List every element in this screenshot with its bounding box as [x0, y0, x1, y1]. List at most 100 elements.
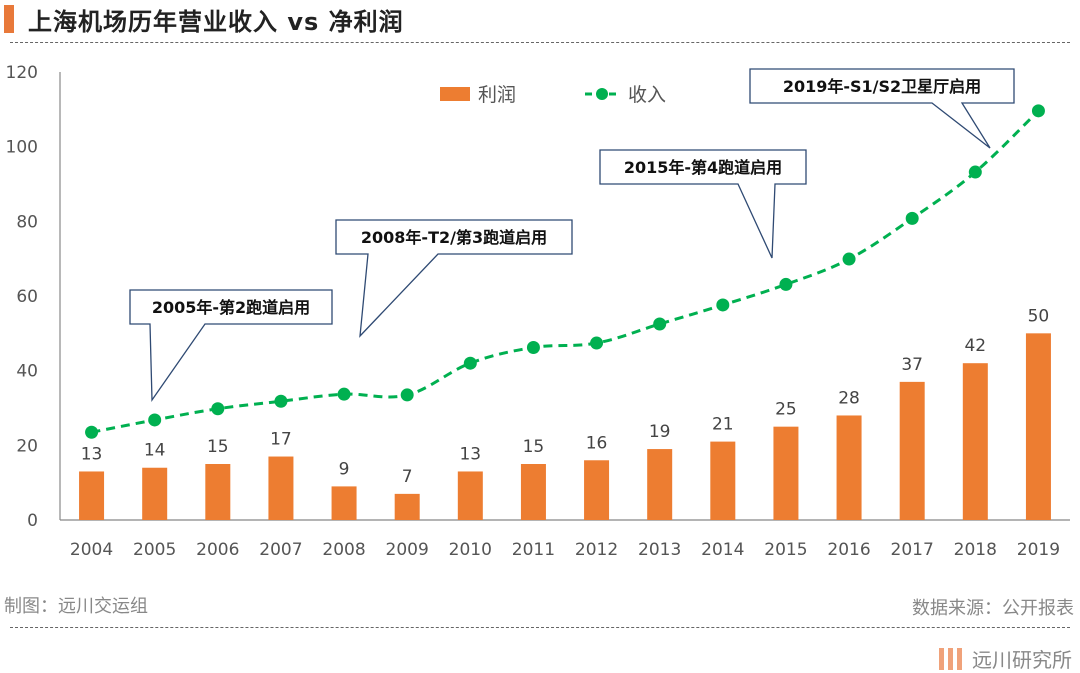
- profit-bar: [79, 471, 105, 520]
- revenue-point: [968, 165, 982, 179]
- brand: 远川研究所: [939, 644, 1072, 673]
- profit-data-label: 13: [81, 444, 103, 464]
- annotation-callouts: 2005年-第2跑道启用 2008年-T2/第3跑道启用 2015年-第4跑道启用 2…: [129, 68, 1015, 402]
- revenue-point: [526, 341, 540, 355]
- profit-data-label: 16: [586, 433, 608, 453]
- annotation-callout-text: 2019年-S1/S2卫星厅启用: [783, 77, 981, 96]
- profit-data-label: 9: [339, 459, 350, 479]
- profit-bar: [205, 464, 231, 520]
- profit-bar: [142, 467, 168, 520]
- page-title: 上海机场历年营业收入 vs 净利润: [28, 7, 404, 36]
- x-tick-label: 2007: [259, 540, 302, 560]
- revenue-point: [85, 425, 99, 439]
- revenue-point: [463, 356, 477, 370]
- legend-profit-swatch: [440, 87, 470, 101]
- x-tick-label: 2009: [386, 540, 429, 560]
- x-tick-label: 2013: [638, 540, 681, 560]
- x-tick-label: 2005: [133, 540, 176, 560]
- revenue-point: [1031, 104, 1045, 118]
- top-divider: [10, 42, 1070, 43]
- annotation-callout-box: [129, 289, 333, 402]
- revenue-point: [274, 394, 288, 408]
- x-tick-label: 2010: [449, 540, 492, 560]
- y-tick-label: 20: [16, 436, 38, 456]
- profit-bars: [79, 333, 1051, 520]
- profit-data-label: 15: [207, 437, 229, 457]
- brand-name: 远川研究所: [972, 648, 1072, 672]
- revenue-point: [716, 298, 730, 312]
- annotation-callout-box: [599, 149, 807, 259]
- profit-data-label: 14: [144, 441, 166, 461]
- profit-data-label: 25: [775, 400, 797, 420]
- x-tick-label: 2006: [196, 540, 239, 560]
- profit-bar: [1025, 333, 1051, 520]
- x-tick-label: 2018: [954, 540, 997, 560]
- revenue-line: [85, 104, 1045, 439]
- x-tick-label: 2015: [764, 540, 807, 560]
- revenue-point: [905, 211, 919, 225]
- x-tick-label: 2019: [1017, 540, 1060, 560]
- bottom-divider: [10, 627, 1070, 628]
- profit-data-label: 28: [838, 388, 860, 408]
- x-tick-labels: 2004 2005 2006 2007 2008 2009 2010 2011 2012 2013…: [70, 540, 1060, 560]
- profit-data-label: 37: [901, 355, 923, 375]
- revenue-point: [400, 388, 414, 402]
- profit-bar: [268, 456, 294, 520]
- x-tick-label: 2012: [575, 540, 618, 560]
- y-tick-label: 120: [6, 63, 38, 83]
- profit-bar: [647, 449, 673, 520]
- revenue-point: [590, 336, 604, 350]
- y-tick-label: 40: [16, 362, 38, 382]
- profit-data-label: 15: [523, 437, 545, 457]
- made-by-note: 制图：远川交运组: [4, 596, 148, 617]
- title-accent-bar: [4, 5, 14, 33]
- legend-revenue-label: 收入: [628, 84, 666, 106]
- profit-data-label: 21: [712, 415, 734, 435]
- profit-bar: [331, 486, 357, 520]
- profit-bar: [836, 415, 862, 520]
- profit-bar: [899, 381, 925, 520]
- y-tick-label: 100: [6, 138, 38, 158]
- y-tick-label: 0: [27, 511, 38, 531]
- revenue-line-path: [91, 109, 1040, 434]
- chart-legend: 利润 收入: [440, 84, 666, 106]
- annotation-callout-text: 2015年-第4跑道启用: [624, 158, 782, 177]
- profit-bar: [773, 426, 799, 520]
- profit-bar: [394, 493, 420, 520]
- profit-bar: [457, 471, 483, 520]
- profit-bar: [520, 464, 546, 520]
- revenue-point: [148, 413, 162, 427]
- revenue-point: [337, 387, 351, 401]
- brand-logo-icon: [939, 647, 962, 670]
- profit-data-label: 19: [649, 422, 671, 442]
- x-tick-label: 2011: [512, 540, 555, 560]
- profit-bar: [584, 460, 610, 520]
- profit-data-labels: 13 14 15 17 9 7 13 15 16 19 21 25 28 37 42 50: [81, 306, 1050, 487]
- profit-data-label: 50: [1028, 306, 1050, 326]
- revenue-point: [653, 317, 667, 331]
- x-tick-label: 2004: [70, 540, 113, 560]
- x-tick-label: 2017: [891, 540, 934, 560]
- legend-revenue-marker: [596, 88, 608, 100]
- legend-profit-label: 利润: [478, 84, 516, 106]
- profit-data-label: 13: [459, 444, 481, 464]
- profit-data-label: 17: [270, 430, 292, 450]
- y-tick-label: 60: [16, 287, 38, 307]
- revenue-point: [842, 252, 856, 266]
- revenue-point: [211, 402, 225, 416]
- annotation-callout-box: [749, 68, 1015, 149]
- profit-bar: [710, 441, 736, 520]
- y-tick-labels: 0 20 40 60 80 100 120: [6, 63, 38, 531]
- revenue-point: [779, 277, 793, 291]
- annotation-callout-box: [335, 219, 573, 338]
- data-source-note: 数据来源：公开报表: [912, 598, 1074, 619]
- annotation-callout-text: 2005年-第2跑道启用: [152, 298, 310, 317]
- x-tick-label: 2014: [701, 540, 744, 560]
- profit-data-label: 7: [402, 467, 413, 487]
- profit-bar: [962, 363, 988, 520]
- y-tick-label: 80: [16, 212, 38, 232]
- title-bar: 上海机场历年营业收入 vs 净利润: [4, 4, 404, 36]
- x-tick-label: 2016: [827, 540, 870, 560]
- x-tick-label: 2008: [322, 540, 365, 560]
